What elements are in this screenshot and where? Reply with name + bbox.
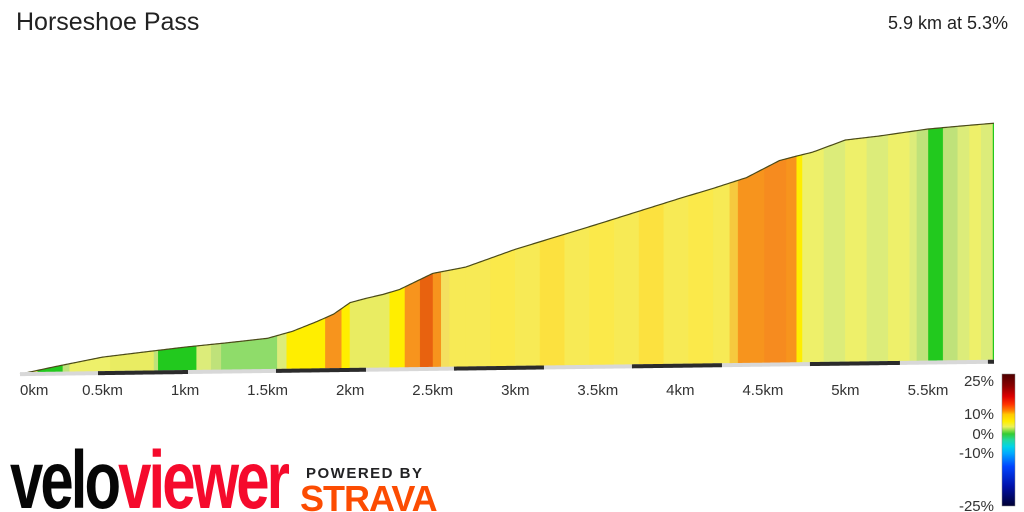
svg-text:4.5km: 4.5km (742, 382, 783, 399)
svg-text:-10%: -10% (959, 445, 994, 462)
svg-text:5.5km: 5.5km (908, 382, 949, 399)
svg-text:4km: 4km (666, 382, 694, 399)
svg-text:0.5km: 0.5km (82, 382, 123, 399)
svg-text:1km: 1km (171, 382, 199, 399)
svg-text:2km: 2km (336, 382, 364, 399)
svg-text:3km: 3km (501, 382, 529, 399)
svg-text:0%: 0% (972, 426, 994, 443)
svg-text:10%: 10% (964, 406, 994, 423)
svg-text:2.5km: 2.5km (412, 382, 453, 399)
svg-text:-25%: -25% (959, 498, 994, 512)
svg-text:1.5km: 1.5km (247, 382, 288, 399)
svg-text:25%: 25% (964, 373, 994, 390)
svg-text:0km: 0km (20, 382, 48, 399)
svg-text:5km: 5km (831, 382, 859, 399)
svg-text:3.5km: 3.5km (577, 382, 618, 399)
